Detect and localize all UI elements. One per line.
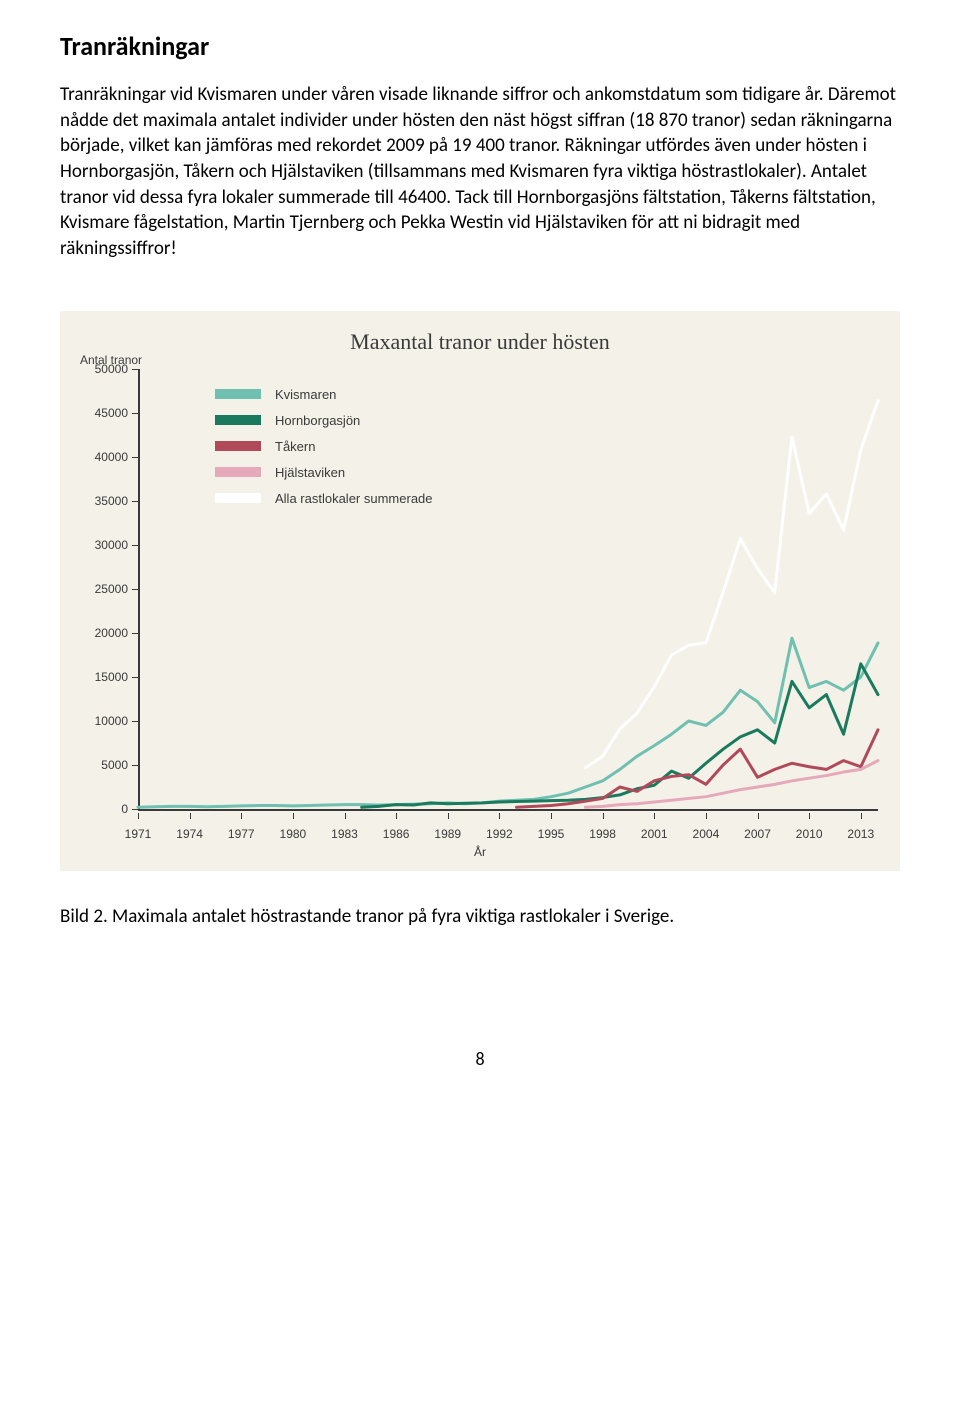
- page-number: 8: [60, 1048, 900, 1070]
- section-heading: Tranräkningar: [60, 30, 900, 62]
- chart-caption: Bild 2. Maximala antalet höstrastande tr…: [60, 905, 900, 928]
- series-kvismaren: [138, 639, 878, 808]
- chart-lines: [60, 311, 900, 871]
- body-paragraph: Tranräkningar vid Kvismaren under våren …: [60, 82, 900, 261]
- chart-container: Maxantal tranor under hösten Antal trano…: [60, 311, 900, 871]
- series-takern: [517, 730, 878, 807]
- series-hjalstaviken: [585, 761, 878, 808]
